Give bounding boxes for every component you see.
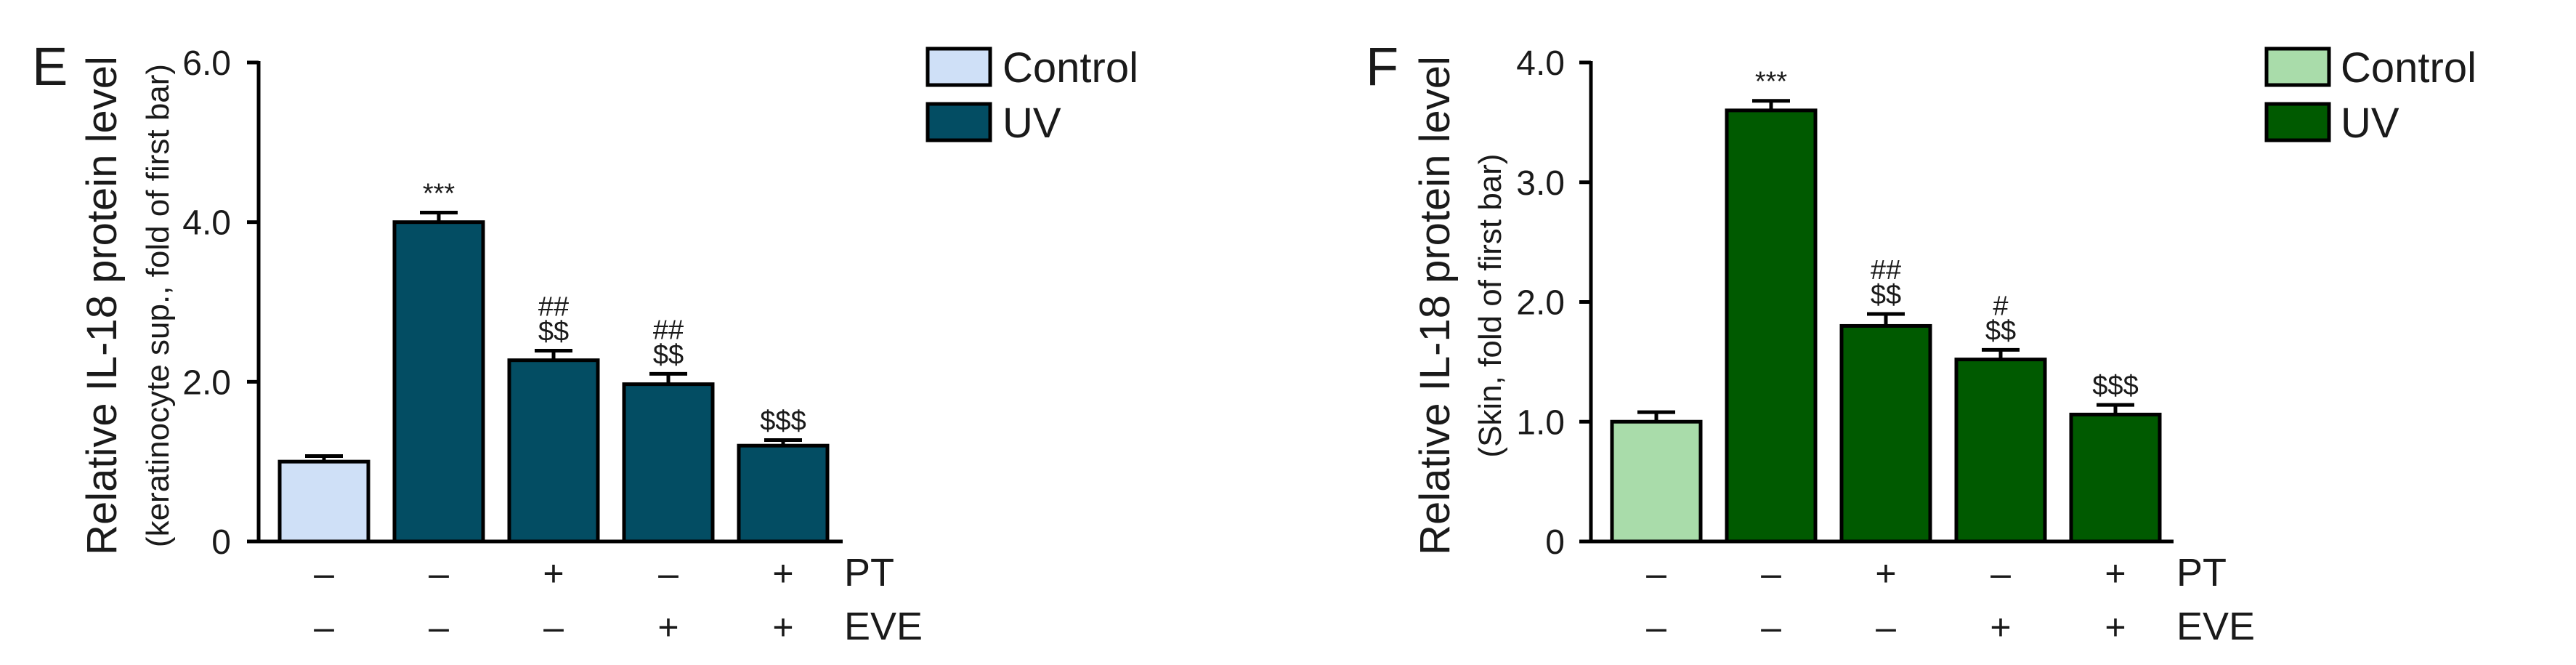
- significance-label: ***: [1755, 67, 1788, 97]
- treatment-row-label: PT: [844, 551, 894, 595]
- treatment-sign: –: [1761, 553, 1781, 594]
- panel-f: F Relative IL-18 protein level (Skin, fold…: [1366, 36, 2476, 648]
- y-axis-title: Relative IL-18 protein level: [78, 56, 126, 555]
- treatment-sign: +: [543, 553, 564, 594]
- legend-swatch: [926, 102, 992, 142]
- legend-label: UV: [1003, 100, 1061, 147]
- y-tick-label: 4.0: [182, 204, 231, 243]
- legend-label: Control: [2341, 44, 2476, 92]
- bar: [1725, 108, 1818, 544]
- y-axis-title: Relative IL-18 protein level: [1411, 56, 1459, 555]
- bar: [2069, 412, 2162, 544]
- y-tick-label: 2.0: [182, 363, 231, 402]
- y-tick-label: 0: [211, 523, 231, 562]
- treatment-sign: –: [1990, 553, 2011, 594]
- significance-label: $$: [1985, 315, 2016, 346]
- treatment-sign: –: [1876, 607, 1896, 648]
- treatment-sign: –: [429, 607, 449, 648]
- y-tick-label: 2.0: [1516, 284, 1565, 323]
- significance-label: ##: [538, 291, 569, 322]
- significance-label: ##: [653, 315, 684, 345]
- legend-label: Control: [1003, 44, 1138, 92]
- treatment-sign: –: [1761, 607, 1781, 648]
- treatment-sign: –: [658, 553, 679, 594]
- treatment-sign: –: [1646, 553, 1666, 594]
- panel-e: E Relative IL-18 protein level (keratinocy…: [32, 36, 1138, 648]
- y-axis-subtitle: (Skin, fold of first bar): [1473, 153, 1508, 457]
- significance-label: #: [1993, 291, 2008, 321]
- y-tick-label: 0: [1545, 523, 1565, 562]
- treatment-sign: –: [543, 607, 564, 648]
- y-axis-subtitle: (keratinocyte sup., fold of first bar): [140, 64, 176, 547]
- significance-label: ##: [1871, 255, 1901, 286]
- significance-label: $$: [538, 316, 569, 347]
- bar: [278, 459, 370, 544]
- significance-label: $$: [1871, 280, 1901, 310]
- treatment-sign: +: [2105, 553, 2126, 594]
- legend-swatch: [2264, 47, 2331, 87]
- treatment-row-label: EVE: [844, 605, 923, 648]
- significance-label: $$$: [760, 406, 806, 437]
- panel-label: E: [32, 36, 68, 97]
- bar: [1610, 419, 1703, 544]
- y-tick-label: 1.0: [1516, 403, 1565, 442]
- significance-label: ***: [423, 178, 455, 209]
- y-tick-label: 6.0: [182, 44, 231, 83]
- y-tick-label: 4.0: [1516, 44, 1565, 83]
- treatment-row-label: EVE: [2176, 605, 2255, 648]
- legend-label: UV: [2341, 100, 2399, 147]
- bar: [1839, 323, 1932, 544]
- treatment-sign: +: [1875, 553, 1896, 594]
- significance-label: $$: [653, 339, 684, 370]
- y-tick-label: 3.0: [1516, 164, 1565, 203]
- treatment-sign: +: [1990, 607, 2011, 648]
- treatment-sign: –: [314, 607, 334, 648]
- treatment-sign: +: [772, 553, 793, 594]
- bar: [622, 382, 715, 544]
- significance-label: $$$: [2092, 371, 2138, 401]
- panel-label: F: [1366, 36, 1398, 97]
- treatment-sign: +: [2105, 607, 2126, 648]
- bar: [392, 220, 485, 544]
- bar: [1954, 358, 2047, 544]
- treatment-sign: +: [657, 607, 679, 648]
- treatment-row-label: PT: [2176, 551, 2227, 595]
- legend-swatch: [926, 47, 992, 87]
- bar: [737, 443, 830, 544]
- legend-swatch: [2264, 102, 2331, 142]
- treatment-sign: –: [1646, 607, 1666, 648]
- bar: [507, 358, 600, 544]
- treatment-sign: +: [772, 607, 793, 648]
- treatment-sign: –: [314, 553, 334, 594]
- treatment-sign: –: [429, 553, 449, 594]
